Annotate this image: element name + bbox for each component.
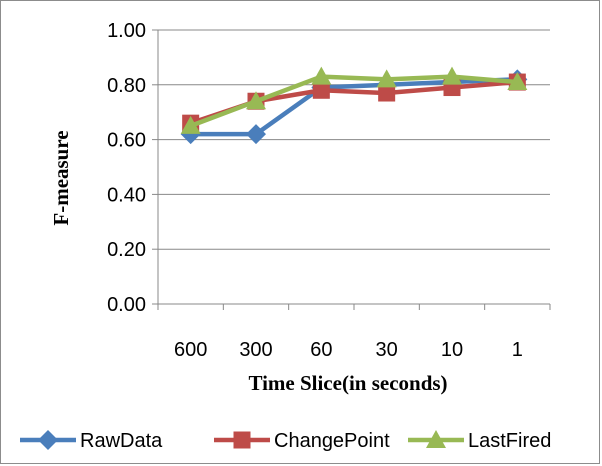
y-tick-label: 1.00 bbox=[107, 20, 146, 42]
data-point bbox=[376, 69, 397, 88]
x-tick-labels: 600 300 60 30 10 1 bbox=[174, 339, 523, 361]
series-group bbox=[180, 66, 528, 145]
legend-marker bbox=[426, 430, 446, 448]
x-tick-label: 60 bbox=[310, 339, 332, 361]
y-tick-label: 0.00 bbox=[107, 294, 146, 316]
series-line bbox=[189, 74, 518, 129]
data-point bbox=[246, 91, 266, 110]
data-point bbox=[311, 66, 332, 85]
data-point bbox=[507, 72, 528, 91]
y-tick-label: 0.80 bbox=[107, 75, 146, 97]
series-line bbox=[190, 77, 518, 137]
x-tick-label: 600 bbox=[174, 339, 207, 361]
y-tick-labels: 0.00 0.20 0.40 0.60 0.80 1.00 bbox=[107, 20, 146, 316]
data-point bbox=[312, 81, 330, 99]
y-tick-label: 0.60 bbox=[107, 130, 146, 152]
legend-label: ChangePoint bbox=[274, 430, 390, 452]
legend: RawData ChangePoint LastFired bbox=[20, 430, 551, 452]
data-point bbox=[180, 115, 201, 134]
data-point bbox=[180, 124, 201, 145]
data-point bbox=[442, 66, 462, 85]
legend-label: RawData bbox=[80, 430, 163, 452]
legend-label: LastFired bbox=[468, 430, 551, 452]
x-axis-title: Time Slice(in seconds) bbox=[248, 371, 447, 395]
data-point bbox=[246, 124, 266, 145]
x-tick-label: 30 bbox=[376, 339, 398, 361]
y-tick-label: 0.40 bbox=[107, 184, 146, 206]
x-tick-label: 10 bbox=[441, 339, 463, 361]
data-point bbox=[378, 84, 396, 102]
axes bbox=[157, 30, 551, 310]
x-tick-label: 1 bbox=[512, 339, 523, 361]
gridlines bbox=[152, 29, 550, 305]
legend-marker bbox=[233, 431, 251, 449]
y-axis-title: F-measure bbox=[49, 130, 73, 225]
series-lastfired bbox=[180, 66, 528, 134]
y-tick-label: 0.20 bbox=[107, 239, 146, 261]
x-tick-label: 300 bbox=[239, 339, 272, 361]
legend-marker bbox=[38, 430, 58, 450]
